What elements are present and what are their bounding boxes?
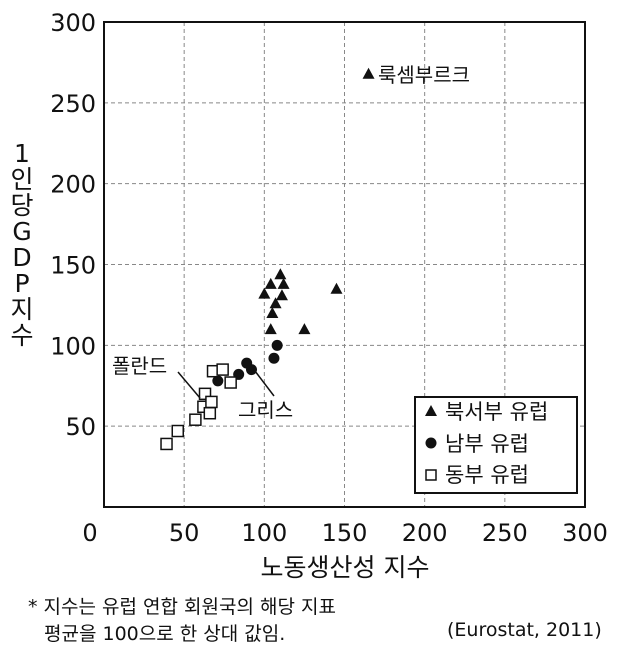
point-east-europe	[205, 395, 218, 409]
point-northwest-europe	[275, 289, 288, 301]
plot-frame	[103, 21, 586, 508]
legend-label-south: 남부 유럽	[445, 432, 529, 456]
point-northwest-europe	[277, 277, 290, 289]
x-tick-label: 50	[169, 519, 200, 547]
x-axis-title: 노동생산성 지수	[261, 553, 430, 582]
legend-label-northwest: 북서부 유럽	[445, 400, 548, 424]
grid	[104, 22, 585, 507]
point-northwest-europe	[362, 67, 375, 79]
y-tick-label: 50	[65, 413, 96, 441]
source-note: (Eurostat, 2011)	[447, 619, 602, 641]
point-south-europe	[212, 375, 224, 387]
y-tick-label: 150	[50, 252, 96, 280]
x-tick-label: 0	[82, 519, 97, 547]
point-east-europe	[224, 376, 237, 389]
y-tick-label: 100	[50, 332, 96, 360]
y-tick-label: 250	[50, 90, 96, 118]
point-east-europe	[160, 437, 173, 451]
legend-triangle-marker	[425, 405, 437, 416]
point-south-europe	[246, 364, 258, 376]
point-east-europe	[171, 424, 185, 438]
point-east-europe	[216, 363, 229, 376]
point-northwest-europe	[258, 287, 271, 299]
y-tick-labels: 50 100 150 200 250 300	[50, 9, 96, 441]
x-tick-label: 300	[562, 519, 608, 547]
footnote-line-1: * 지수는 유럽 연합 회원국의 해당 지표	[28, 596, 336, 618]
x-tick-label: 150	[322, 519, 368, 547]
data-points	[160, 67, 375, 451]
point-east-europe	[203, 406, 217, 420]
legend: 북서부 유럽 남부 유럽 동부 유럽	[414, 396, 578, 494]
point-northwest-europe	[269, 297, 282, 309]
legend-square-marker	[425, 469, 437, 481]
point-east-europe	[189, 413, 202, 426]
point-south-europe	[268, 352, 280, 364]
point-south-europe	[271, 339, 283, 351]
x-tick-label: 200	[402, 519, 448, 547]
point-northwest-europe	[264, 323, 277, 335]
annotation-poland: 폴란드	[112, 354, 167, 378]
annotation-greece: 그리스	[238, 398, 293, 422]
annotation-luxembourg: 룩셈부르크	[378, 63, 470, 87]
point-northwest-europe	[298, 323, 311, 335]
y-tick-label: 300	[50, 9, 96, 37]
legend-box	[414, 396, 578, 494]
point-east-europe	[198, 387, 212, 401]
point-northwest-europe	[264, 277, 277, 289]
x-tick-label: 250	[482, 519, 528, 547]
x-tick-labels: 0 50 100 150 200 250 300	[82, 519, 608, 547]
y-tick-label: 200	[50, 171, 96, 199]
point-northwest-europe	[330, 282, 343, 294]
footnote-line-2: 평균을 100으로 한 상대 값임.	[44, 623, 286, 645]
poland-leader-line	[177, 371, 201, 399]
x-tick-label: 100	[241, 519, 287, 547]
greece-leader-line	[254, 370, 275, 397]
point-northwest-europe	[266, 307, 279, 318]
legend-circle-marker	[425, 437, 437, 449]
point-northwest-europe	[274, 268, 287, 280]
legend-label-east: 동부 유럽	[445, 463, 529, 487]
